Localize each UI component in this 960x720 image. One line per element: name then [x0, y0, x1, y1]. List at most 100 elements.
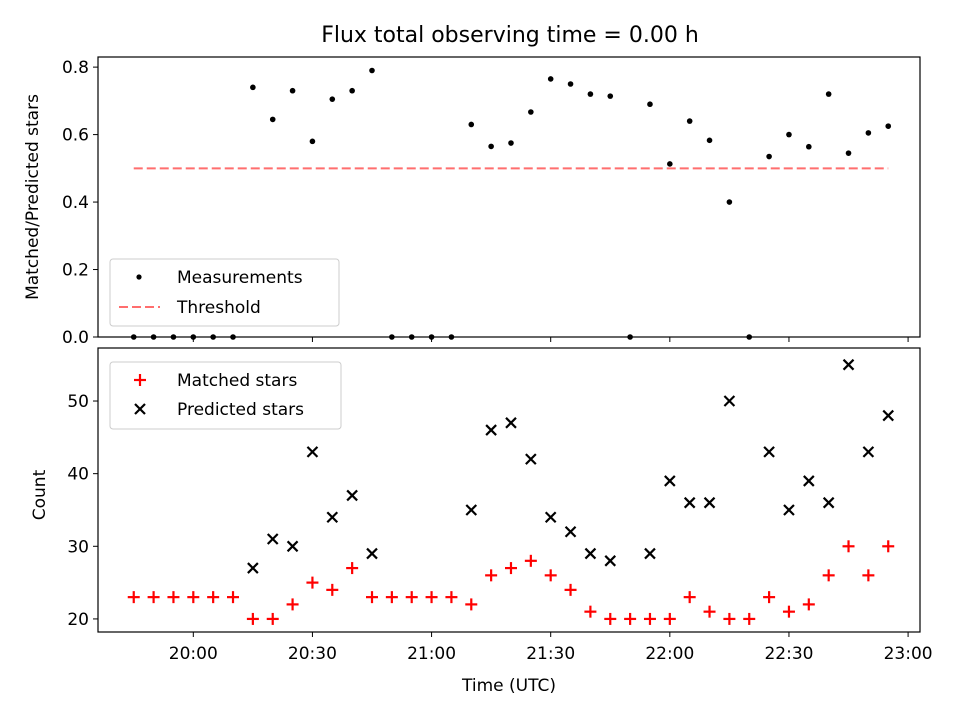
predicted-star-point [644, 547, 656, 560]
matched-star-point [366, 591, 378, 604]
measurement-point [706, 137, 713, 144]
measurement-point [488, 143, 494, 150]
matched-star-point [743, 612, 756, 625]
x-tick-label: 23:00 [884, 644, 933, 664]
top-legend-box [109, 258, 340, 327]
bottom-legend: Matched stars Predicted stars [109, 361, 342, 430]
measurement-point [726, 199, 733, 205]
predicted-star-point [703, 496, 716, 509]
x-tick-label: 20:30 [288, 644, 337, 664]
matched-star-point [683, 591, 696, 604]
matched-star-point [127, 591, 140, 604]
predicted-star-point [525, 453, 537, 465]
bottom-axes-frame [97, 347, 921, 633]
matched-star-point [445, 591, 458, 604]
measurement-point [845, 150, 852, 156]
top-y-tick-label: 0.6 [62, 126, 89, 146]
legend-matched-marker [134, 374, 146, 386]
predicted-star-point [664, 475, 676, 487]
legend-threshold-label: Threshold [176, 298, 261, 318]
matched-star-point [842, 540, 855, 553]
matched-star-point [524, 554, 537, 567]
x-tick-label: 21:00 [407, 644, 456, 664]
top-y-tick-label: 0.8 [62, 58, 89, 78]
legend-predicted-label: Predicted stars [177, 400, 304, 420]
matched-star-point [763, 591, 776, 604]
matched-star-point [485, 569, 498, 582]
matched-star-point [147, 591, 160, 604]
matched-star-point [227, 591, 240, 604]
top-y-axis-label: Matched/Predicted stars [23, 94, 43, 300]
matched-star-point [266, 612, 279, 625]
matched-star-point [882, 540, 895, 553]
measurement-point [547, 76, 554, 82]
measurement-point [349, 87, 355, 94]
bottom-y-tick-label: 20 [67, 610, 89, 630]
measurement-point [528, 109, 534, 115]
legend-matched-label: Matched stars [177, 371, 297, 391]
bottom-y-tick-label: 50 [67, 392, 89, 412]
legend-predicted-marker [134, 403, 146, 415]
measurement-point [250, 84, 256, 91]
matched-star-point [802, 598, 815, 611]
legend-measurements-label: Measurements [177, 268, 303, 288]
measurement-point [806, 143, 812, 150]
predicted-star-point [882, 409, 895, 422]
predicted-star-point [564, 525, 577, 538]
x-tick-label: 22:30 [764, 644, 813, 664]
matched-star-point [385, 591, 398, 604]
measurement-point [786, 131, 792, 138]
matched-star-point [604, 612, 617, 625]
measurement-point [607, 93, 614, 99]
measurement-point [766, 153, 772, 160]
predicted-star-point [604, 555, 617, 567]
x-axis-label: Time (UTC) [461, 676, 556, 696]
predicted-star-point [783, 504, 795, 516]
matched-star-point [564, 583, 577, 596]
bottom-y-tick-label: 40 [67, 465, 89, 485]
legend-measurements-marker [136, 274, 142, 280]
predicted-star-point [346, 489, 358, 502]
matched-star-point [782, 605, 795, 618]
matched-star-point [624, 612, 637, 625]
bottom-plot-area: 20 30 40 50 20:00 20:30 21:00 21:30 22:00 22:30 23… [67, 358, 933, 664]
predicted-star-point [683, 496, 696, 509]
measurement-point [269, 116, 276, 123]
matched-star-point [643, 612, 656, 625]
matched-star-point [246, 612, 259, 625]
predicted-star-point [505, 417, 517, 429]
predicted-star-point [842, 358, 855, 371]
predicted-star-point [485, 424, 497, 436]
matched-star-point [544, 569, 557, 582]
matched-star-point [862, 569, 875, 582]
top-y-tick-label: 0.4 [62, 193, 89, 213]
matched-star-point [167, 591, 180, 604]
matched-star-point [286, 598, 299, 611]
matched-star-point [187, 591, 200, 604]
measurement-point [329, 96, 336, 102]
bottom-legend-box [109, 361, 342, 430]
predicted-star-point [822, 496, 835, 509]
predicted-star-point [584, 547, 597, 560]
top-axes-frame [97, 56, 921, 338]
predicted-star-point [366, 547, 378, 560]
predicted-star-point [286, 540, 299, 553]
predicted-star-point [306, 446, 319, 458]
matched-star-point [703, 605, 716, 618]
measurement-point [647, 101, 653, 108]
matched-star-point [326, 583, 339, 596]
predicted-star-point [465, 504, 478, 516]
measurement-point [667, 161, 673, 167]
measurement-point [885, 123, 892, 129]
predicted-star-point [862, 446, 875, 458]
x-tick-label: 21:30 [526, 644, 575, 664]
measurement-point [567, 81, 574, 87]
measurement-point [587, 91, 594, 97]
bottom-y-axis-label: Count [30, 469, 50, 520]
matched-star-point [425, 591, 438, 604]
matched-star-point [346, 562, 359, 575]
top-y-tick-label: 0.0 [62, 328, 89, 348]
measurement-point [686, 118, 693, 124]
